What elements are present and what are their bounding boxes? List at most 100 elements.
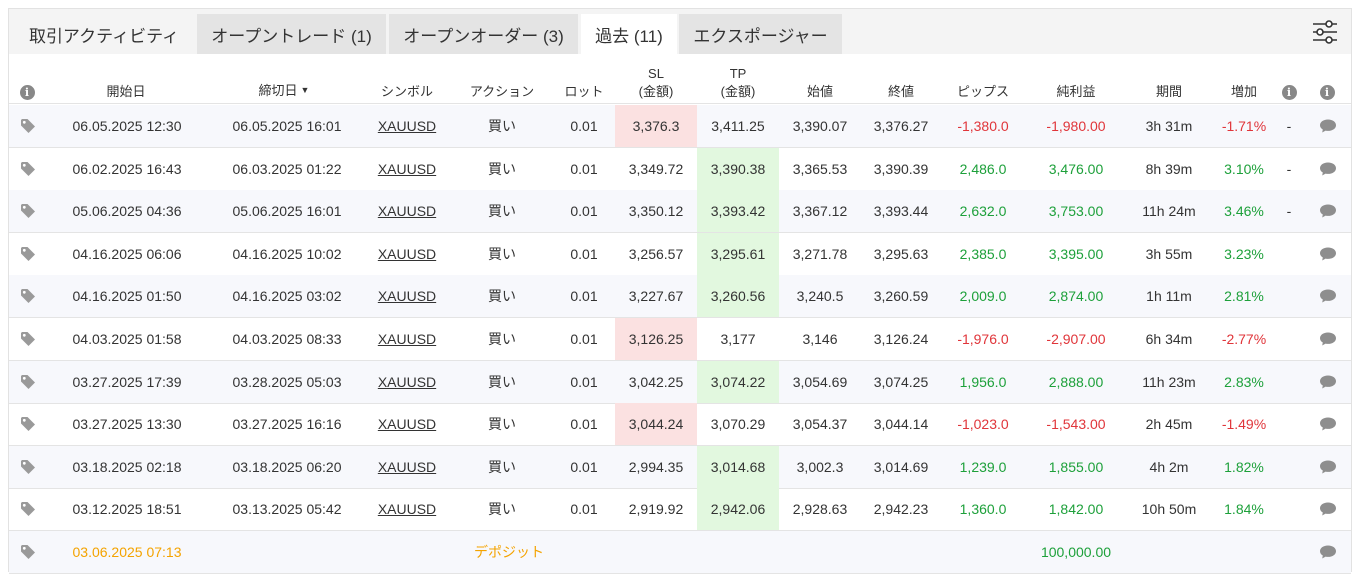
cell-close-date: 06.03.2025 01:22 <box>232 160 342 177</box>
header-duration[interactable]: 期間 <box>1155 84 1182 99</box>
cell-gain: 3.10% <box>1224 160 1264 177</box>
cell-sl: 3,042.25 <box>628 373 684 390</box>
symbol-link[interactable]: XAUUSD <box>377 416 437 433</box>
cell-duration: 10h 50m <box>1141 501 1197 518</box>
cell-lots: 0.01 <box>570 458 598 475</box>
table-row[interactable]: 03.27.2025 17:39 03.28.2025 05:03 XAUUSD 買い… <box>9 360 1351 404</box>
symbol-link: XAUUSD <box>367 105 447 147</box>
symbol-link[interactable]: XAUUSD <box>377 373 437 390</box>
tag-icon[interactable] <box>19 446 37 488</box>
header-open-price[interactable]: 始値 <box>806 84 833 99</box>
cell-pips: 2,486.0 <box>959 160 1007 177</box>
cell-pips: -1,380.0 <box>957 118 1009 134</box>
cell-sl: 3,376.3 <box>615 105 697 147</box>
symbol-link[interactable]: XAUUSD <box>377 331 437 347</box>
table-row[interactable]: 06.05.2025 12:30 06.05.2025 16:01 XAUUSD 買い… <box>9 105 1351 148</box>
cell-gain: 3.23% <box>1224 245 1264 262</box>
header-close-date-label: 締切日 <box>258 83 298 98</box>
info-icon[interactable]: i <box>1319 84 1335 100</box>
tag-icon[interactable] <box>19 233 37 275</box>
comment-icon[interactable] <box>1319 488 1337 530</box>
cell-action: 買い <box>488 458 516 475</box>
cell-open-price: 3,002.3 <box>796 458 844 475</box>
cell-open-price: 3,054.69 <box>792 373 848 390</box>
cell-deposit-label: デポジット <box>474 544 544 560</box>
symbol-link: XAUUSD <box>367 318 447 360</box>
tab-exposure[interactable]: エクスポージャー <box>679 14 842 54</box>
header-action[interactable]: アクション <box>469 84 535 99</box>
cell-tp: 3,411.25 <box>711 118 765 134</box>
cell-lots: 0.01 <box>570 331 598 347</box>
header-symbol[interactable]: シンボル <box>380 84 433 99</box>
tab-open-orders[interactable]: オープンオーダー (3) <box>389 14 578 54</box>
comment-icon[interactable] <box>1319 275 1337 317</box>
table-header: i 開始日 締切日 ▼ シンボル アクション ロット SL (金額) TP (金額… <box>9 54 1351 104</box>
cell-duration: 8h 39m <box>1145 160 1193 177</box>
cell-open-date: 04.03.2025 01:58 <box>72 331 182 347</box>
tag-icon[interactable] <box>19 531 37 573</box>
cell-action: 買い <box>488 373 516 390</box>
header-pips[interactable]: ピップス <box>956 84 1009 99</box>
cell-deposit-amount: 100,000.00 <box>1040 544 1112 560</box>
comment-icon[interactable] <box>1319 531 1337 573</box>
cell-open-date: 03.18.2025 02:18 <box>72 458 182 475</box>
header-close-date[interactable]: 締切日 ▼ <box>224 82 344 99</box>
tag-icon[interactable] <box>19 318 37 360</box>
header-lots[interactable]: ロット <box>564 84 604 99</box>
deposit-row[interactable]: 03.06.2025 07:13 デポジット 100,000.00 <box>9 531 1351 574</box>
symbol-link[interactable]: XAUUSD <box>377 288 437 305</box>
header-net-profit[interactable]: 純利益 <box>1056 84 1096 99</box>
comment-icon[interactable] <box>1319 148 1337 190</box>
table-row[interactable]: 03.12.2025 18:51 03.13.2025 05:42 XAUUSD 買い… <box>9 488 1351 532</box>
symbol-link: XAUUSD <box>367 403 447 445</box>
sliders-icon[interactable] <box>1311 18 1339 46</box>
tag-icon[interactable] <box>19 105 37 147</box>
tab-open-trades[interactable]: オープントレード (1) <box>197 14 386 54</box>
cell-close-price: 3,126.24 <box>873 331 929 347</box>
table-row[interactable]: 04.16.2025 06:06 04.16.2025 10:02 XAUUSD 買い… <box>9 232 1351 276</box>
tag-icon[interactable] <box>19 275 37 317</box>
cell-open-date: 05.06.2025 04:36 <box>72 203 182 220</box>
comment-icon[interactable] <box>1319 233 1337 275</box>
sort-desc-icon: ▼ <box>300 85 310 95</box>
tag-icon[interactable] <box>19 403 37 445</box>
header-gain[interactable]: 増加 <box>1230 84 1257 99</box>
comment-icon[interactable] <box>1319 190 1337 232</box>
cell-open-price: 3,365.53 <box>792 160 848 177</box>
header-close-price[interactable]: 終値 <box>887 84 914 99</box>
symbol-link: XAUUSD <box>367 275 447 317</box>
tag-icon[interactable] <box>19 148 37 190</box>
comment-icon[interactable] <box>1319 361 1337 403</box>
comment-icon[interactable] <box>1319 403 1337 445</box>
comment-icon[interactable] <box>1319 446 1337 488</box>
table-row[interactable]: 04.03.2025 01:58 04.03.2025 08:33 XAUUSD 買い… <box>9 318 1351 361</box>
symbol-link[interactable]: XAUUSD <box>377 203 437 220</box>
header-tp[interactable]: TP (金額) <box>697 66 779 100</box>
tab-trading-activity[interactable]: 取引アクティビティ <box>28 26 180 46</box>
comment-icon[interactable] <box>1319 105 1337 147</box>
tag-icon[interactable] <box>19 361 37 403</box>
header-sl[interactable]: SL (金額) <box>615 66 697 100</box>
cell-net-profit: -2,907.00 <box>1046 331 1106 347</box>
table-row[interactable]: 03.18.2025 02:18 03.18.2025 06:20 XAUUSD 買い… <box>9 445 1351 489</box>
symbol-link[interactable]: XAUUSD <box>377 245 437 262</box>
table-row[interactable]: 04.16.2025 01:50 04.16.2025 03:02 XAUUSD 買い… <box>9 275 1351 319</box>
symbol-link[interactable]: XAUUSD <box>377 118 437 134</box>
info-icon[interactable]: i <box>19 84 35 100</box>
symbol-link[interactable]: XAUUSD <box>377 501 437 518</box>
header-open-date[interactable]: 開始日 <box>106 84 146 99</box>
table-row[interactable]: 03.27.2025 13:30 03.27.2025 16:16 XAUUSD 買い… <box>9 403 1351 447</box>
cell-action: 買い <box>488 288 516 305</box>
tag-icon[interactable] <box>19 190 37 232</box>
tab-history[interactable]: 過去 (11) <box>581 14 677 54</box>
cell-net-profit: -1,543.00 <box>1046 416 1106 433</box>
info-icon[interactable]: i <box>1281 84 1297 100</box>
symbol-link[interactable]: XAUUSD <box>377 458 437 475</box>
cell-sl: 3,044.24 <box>615 403 697 446</box>
comment-icon[interactable] <box>1319 318 1337 360</box>
symbol-link[interactable]: XAUUSD <box>377 160 437 177</box>
cell-open-date: 03.27.2025 13:30 <box>72 416 182 433</box>
table-row[interactable]: 06.02.2025 16:43 06.03.2025 01:22 XAUUSD 買い… <box>9 147 1351 191</box>
table-row[interactable]: 05.06.2025 04:36 05.06.2025 16:01 XAUUSD 買い… <box>9 190 1351 234</box>
tag-icon[interactable] <box>19 488 37 530</box>
